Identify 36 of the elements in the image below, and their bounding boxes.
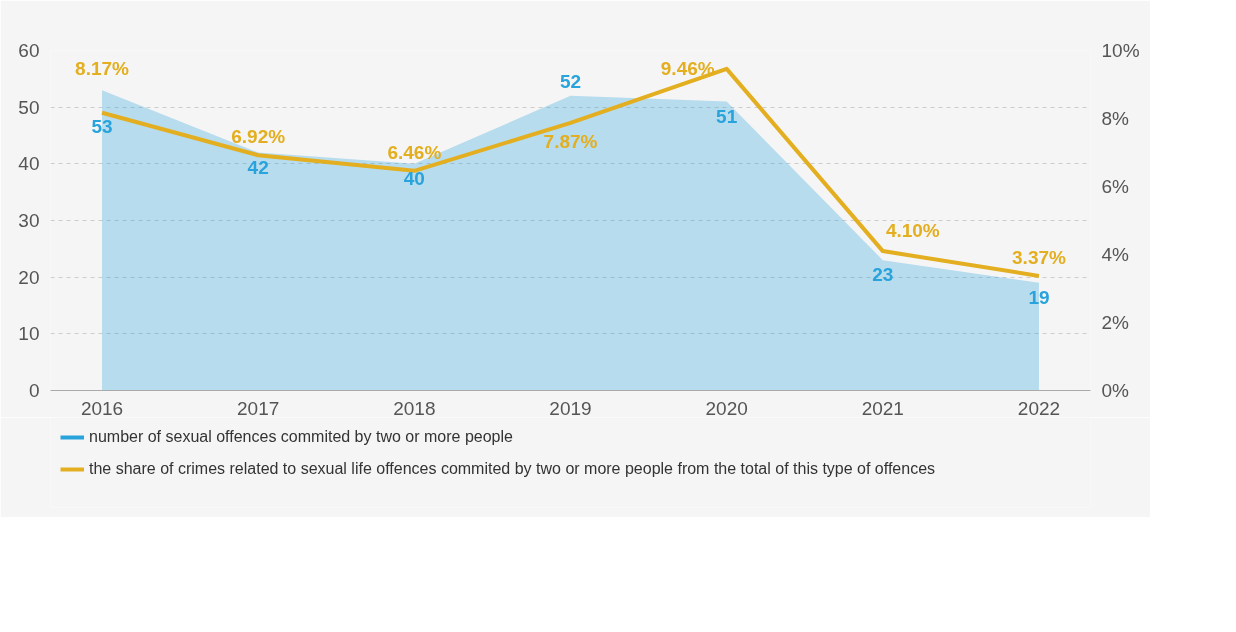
y-tick-label: 40: [18, 153, 40, 175]
y-tick-label: 30: [18, 210, 40, 231]
data-label: 6.92%: [231, 126, 286, 148]
data-label: 23: [872, 264, 894, 286]
y2-tick-label: 8%: [1101, 108, 1130, 129]
data-label: 8.17%: [75, 57, 130, 79]
x-tick-label: 2022: [1017, 397, 1061, 419]
x-tick-label: 2021: [861, 397, 904, 419]
legend-label: number of sexual offences commited by two or more people: [89, 428, 513, 446]
y-tick-label: 50: [18, 96, 40, 118]
data-label: 40: [403, 167, 425, 189]
legend-label: the share of crimes related to sexual life offences commited by two or more people from the total of this type of offences: [89, 460, 936, 478]
x-tick-label: 2020: [705, 397, 748, 419]
y2-tick-label: 2%: [1101, 312, 1130, 333]
y-tick-label: 60: [18, 40, 40, 61]
y2-tick-label: 10%: [1101, 40, 1140, 61]
y2-tick-label: 0%: [1101, 380, 1130, 401]
y-tick-label: 10: [18, 323, 40, 345]
y2-tick-label: 6%: [1101, 176, 1130, 197]
data-label: 52: [559, 70, 582, 92]
data-label: 9.46%: [660, 58, 715, 80]
x-tick-label: 2019: [549, 397, 592, 419]
data-label: 19: [1028, 286, 1050, 308]
data-label: 6.46%: [387, 141, 442, 163]
data-label: 3.37%: [1012, 246, 1067, 268]
x-tick-label: 2016: [80, 397, 124, 419]
x-tick-label: 2018: [393, 397, 436, 419]
data-label: 53: [91, 116, 113, 138]
data-label: 42: [247, 156, 269, 178]
x-tick-label: 2017: [237, 397, 280, 419]
y-tick-label: 20: [18, 266, 40, 288]
y-tick-label: 0: [28, 380, 40, 401]
data-label: 4.10%: [885, 220, 940, 242]
data-label: 7.87%: [543, 130, 598, 152]
y2-tick-label: 4%: [1101, 244, 1130, 265]
data-label: 51: [716, 105, 738, 127]
